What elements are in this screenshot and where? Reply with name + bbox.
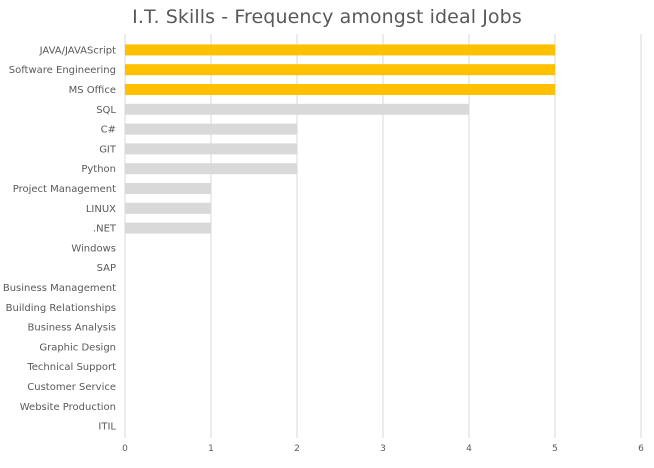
category-label: Website Production bbox=[20, 402, 116, 413]
category-label: .NET bbox=[93, 224, 117, 235]
x-tick-label: 1 bbox=[208, 444, 214, 454]
category-label: Customer Service bbox=[27, 382, 116, 393]
x-tick-label: 0 bbox=[122, 444, 128, 454]
bar-python bbox=[125, 163, 297, 175]
category-label: SAP bbox=[97, 263, 116, 274]
category-label: Building Relationships bbox=[6, 303, 116, 314]
bars bbox=[125, 44, 555, 234]
category-label: Graphic Design bbox=[39, 342, 116, 353]
x-tick-label: 6 bbox=[638, 444, 644, 454]
category-label: JAVA/JAVAScript bbox=[39, 45, 116, 56]
category-label: LINUX bbox=[86, 204, 116, 215]
x-tick-label: 2 bbox=[294, 444, 300, 454]
gridlines bbox=[124, 34, 642, 438]
x-tick-label: 3 bbox=[380, 444, 386, 454]
chart-title: I.T. Skills - Frequency amongst ideal Jo… bbox=[132, 6, 522, 28]
bar-net bbox=[125, 222, 211, 234]
bar-java-javascript bbox=[125, 44, 555, 56]
x-tick-label: 5 bbox=[552, 444, 558, 454]
x-tick-label: 4 bbox=[466, 444, 472, 454]
category-label: C# bbox=[101, 125, 116, 136]
category-label: Python bbox=[81, 164, 116, 175]
bar-linux bbox=[125, 202, 211, 214]
category-label: Technical Support bbox=[26, 362, 116, 373]
x-tick-labels: 0 1 2 3 4 5 6 bbox=[122, 444, 644, 454]
category-labels: JAVA/JAVAScript Software Engineering MS Of… bbox=[3, 45, 117, 432]
category-label: Software Engineering bbox=[9, 65, 116, 76]
category-label: GIT bbox=[99, 144, 117, 155]
bar-c bbox=[125, 123, 297, 135]
bar-project-management bbox=[125, 183, 211, 194]
category-label: MS Office bbox=[69, 85, 116, 96]
bar-git bbox=[125, 143, 297, 155]
category-label: Business Analysis bbox=[28, 323, 116, 334]
bar-sql bbox=[125, 103, 469, 115]
category-label: SQL bbox=[96, 105, 116, 116]
category-label: Project Management bbox=[13, 184, 116, 195]
category-label: ITIL bbox=[98, 422, 116, 433]
bar-ms-office bbox=[125, 84, 555, 95]
bar-software-engineering bbox=[125, 64, 555, 76]
category-label: Windows bbox=[71, 243, 116, 254]
category-label: Business Management bbox=[3, 283, 116, 294]
